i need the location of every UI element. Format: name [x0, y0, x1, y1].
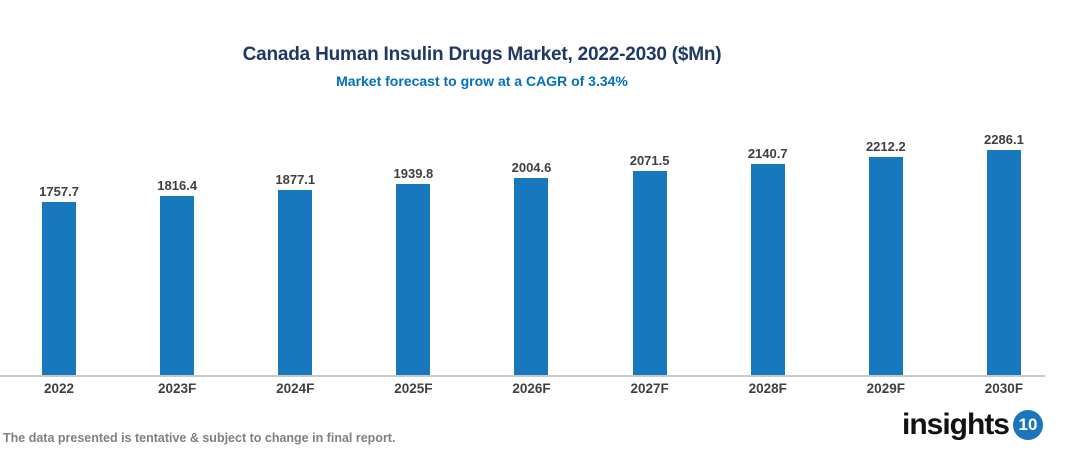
bar-slot: 2004.6	[472, 129, 590, 375]
bar-value-label: 2004.6	[511, 159, 552, 175]
bar-value-label: 1757.7	[39, 184, 79, 199]
bar-slot: 1816.4	[118, 129, 236, 375]
bar-slot: 2286.1	[945, 129, 1063, 375]
x-axis-label: 2028F	[748, 381, 787, 396]
bar-slot: 1757.7	[0, 129, 118, 375]
x-axis-labels-row: 2022 2023F 2024F 2025F 2026F 2027F 2028F 2029F 2…	[0, 381, 1063, 396]
bar-slot: 2140.7	[709, 129, 827, 375]
bar-slot: 1939.8	[354, 129, 472, 375]
x-axis-line	[0, 375, 1045, 377]
bar	[986, 150, 1021, 375]
bar-value-label: 2140.7	[747, 146, 788, 162]
x-axis-label: 2023F	[158, 381, 197, 396]
bar	[396, 184, 431, 375]
bar-chart-plot: 1757.7 1816.4 1877.1 1939.8 2004.6 2071.5 2140…	[0, 129, 1067, 429]
logo-text: insights	[901, 408, 1010, 441]
x-axis-label: 2030F	[984, 381, 1024, 396]
x-axis-label: 2022	[44, 381, 75, 396]
bar-slot: 2212.2	[827, 129, 945, 375]
bar-value-label: 2212.2	[865, 139, 906, 155]
x-axis-label: 2024F	[276, 381, 315, 396]
bar-slot: 1877.1	[236, 129, 354, 375]
chart-subtitle: Market forecast to grow at a CAGR of 3.3…	[336, 73, 628, 89]
bar-value-label: 1939.8	[393, 166, 434, 182]
bar	[278, 190, 313, 375]
bars-row: 1757.7 1816.4 1877.1 1939.8 2004.6 2071.5 2140…	[0, 129, 1063, 375]
bar	[160, 196, 195, 375]
bar-value-label: 2071.5	[629, 153, 670, 169]
chart-title: Canada Human Insulin Drugs Market, 2022-…	[242, 44, 722, 65]
logo-badge: 10	[1013, 410, 1043, 440]
bar	[42, 202, 77, 375]
x-axis-label: 2026F	[512, 381, 551, 396]
bar	[514, 177, 549, 375]
insights10-logo: insights 10	[902, 410, 1043, 440]
bar	[632, 171, 667, 375]
bar-slot: 2071.5	[591, 129, 709, 375]
disclaimer-text: The data presented is tentative & subjec…	[3, 431, 396, 445]
x-axis-label: 2029F	[866, 381, 905, 396]
x-axis-label: 2025F	[394, 381, 433, 396]
x-axis-label: 2027F	[630, 381, 669, 396]
bar-value-label: 1877.1	[275, 172, 316, 188]
bar-value-label: 1816.4	[157, 178, 198, 194]
bar	[750, 164, 785, 375]
bar	[868, 157, 903, 375]
bar-value-label: 2286.1	[984, 132, 1024, 147]
